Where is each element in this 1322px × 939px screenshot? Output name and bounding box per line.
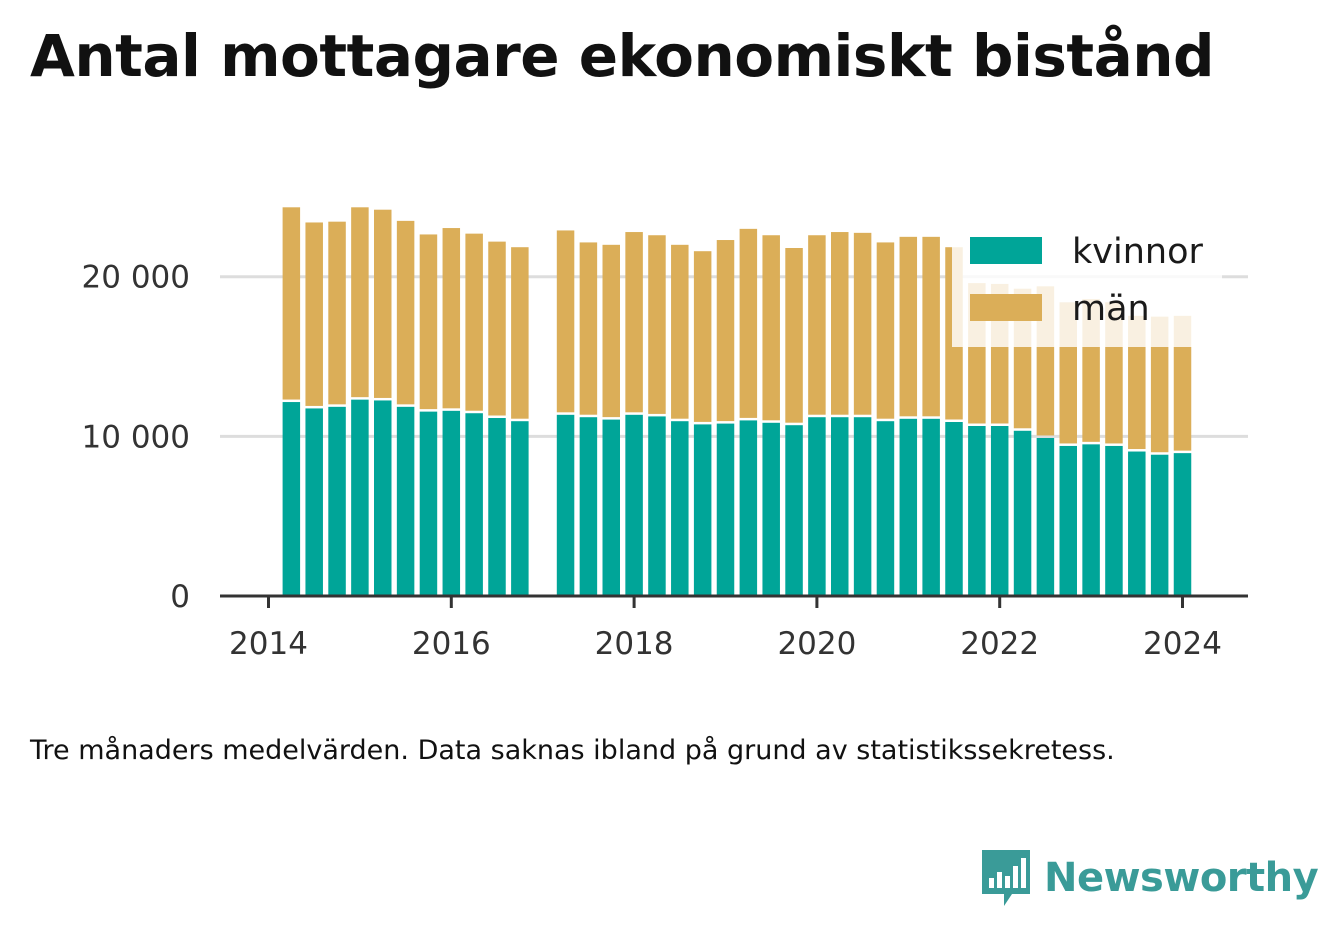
chart-title: Antal mottagare ekonomiskt bistånd — [30, 22, 1215, 90]
bar-man — [1173, 315, 1192, 451]
bar-kvinnor — [739, 420, 758, 596]
bar-kvinnor — [762, 422, 780, 596]
bar-man — [739, 228, 758, 418]
bar-kvinnor — [374, 400, 392, 596]
bar-man — [419, 234, 438, 410]
bar-kvinnor — [625, 414, 643, 596]
bar-man — [1150, 316, 1169, 453]
bar-kvinnor — [1036, 437, 1055, 596]
bars — [282, 207, 1192, 596]
stacked-bar-chart: kvinnor män 0 10 000 20 000 2014 2016 2018 202… — [82, 207, 1248, 662]
bar-man — [511, 247, 529, 419]
brand-logo: Newsworthy — [980, 848, 1319, 908]
bar-kvinnor — [945, 422, 963, 596]
y-tick-label: 20 000 — [82, 260, 190, 296]
x-tick-label: 2020 — [777, 626, 856, 662]
bar-man — [556, 230, 575, 413]
bar-kvinnor — [602, 419, 620, 596]
bar-man — [351, 207, 369, 398]
bar-kvinnor — [785, 425, 803, 596]
bar-kvinnor — [1082, 444, 1100, 596]
bar-kvinnor — [488, 418, 506, 596]
bar-kvinnor — [716, 423, 735, 596]
bar-kvinnor — [831, 417, 849, 596]
bar-kvinnor — [465, 413, 483, 596]
bar-man — [716, 240, 735, 422]
bar-man — [671, 244, 689, 419]
legend-label-man: män — [1072, 289, 1150, 329]
bar-kvinnor — [556, 414, 575, 596]
bar-man — [305, 222, 323, 406]
legend: kvinnor män — [952, 222, 1222, 347]
bar-kvinnor — [1150, 454, 1169, 596]
bar-kvinnor — [419, 411, 438, 596]
bar-kvinnor — [1128, 451, 1146, 596]
legend-swatch-man — [970, 294, 1042, 321]
bar-kvinnor — [579, 417, 598, 596]
bar-man — [282, 207, 301, 400]
bar-man — [808, 235, 826, 415]
bar-man — [1128, 315, 1146, 450]
bar-man — [625, 232, 643, 413]
bar-kvinnor — [693, 424, 712, 596]
bar-man — [693, 251, 712, 422]
bar-kvinnor — [328, 406, 346, 596]
bar-man — [876, 242, 895, 419]
bar-kvinnor — [853, 417, 872, 596]
bar-man — [899, 236, 918, 417]
bar-kvinnor — [876, 421, 895, 596]
bar-kvinnor — [671, 421, 689, 596]
y-tick-label: 10 000 — [82, 419, 190, 455]
bar-kvinnor — [396, 406, 415, 596]
bar-man — [442, 228, 461, 409]
bar-kvinnor — [511, 421, 529, 596]
x-tick-label: 2022 — [960, 626, 1039, 662]
bar-kvinnor — [648, 416, 666, 596]
axes: 0 10 000 20 000 2014 2016 2018 2020 2022 2024 — [82, 260, 1248, 662]
bar-man — [831, 232, 849, 415]
bar-man — [922, 236, 940, 417]
bar-kvinnor — [922, 418, 940, 596]
bar-man — [396, 220, 415, 405]
bar-kvinnor — [351, 399, 369, 596]
bar-man — [762, 235, 780, 421]
bar-kvinnor — [968, 425, 986, 596]
y-tick-label: 0 — [170, 579, 190, 615]
bar-kvinnor — [1105, 445, 1123, 596]
legend-label-kvinnor: kvinnor — [1072, 232, 1203, 272]
bar-kvinnor — [1059, 445, 1077, 596]
x-tick-label: 2024 — [1143, 626, 1222, 662]
brand-name: Newsworthy — [1044, 855, 1319, 901]
legend-swatch-kvinnor — [970, 237, 1042, 264]
x-tick-label: 2016 — [412, 626, 491, 662]
x-tick-label: 2014 — [229, 626, 308, 662]
bar-kvinnor — [1013, 430, 1032, 596]
bar-kvinnor — [808, 417, 826, 596]
bar-man — [374, 209, 392, 398]
bar-man — [648, 235, 666, 414]
bar-man — [853, 232, 872, 415]
x-tick-label: 2018 — [595, 626, 674, 662]
bar-kvinnor — [442, 410, 461, 596]
bar-kvinnor — [1173, 453, 1192, 596]
bar-man — [488, 241, 506, 416]
bar-kvinnor — [282, 402, 301, 596]
bar-kvinnor — [899, 418, 918, 596]
bar-man — [785, 248, 803, 423]
footnote: Tre månaders medelvärden. Data saknas ib… — [30, 735, 1115, 766]
bar-kvinnor — [990, 425, 1009, 596]
bar-man — [579, 242, 598, 415]
newsworthy-bar-chart-icon — [982, 850, 1030, 906]
bar-man — [602, 244, 620, 418]
bar-man — [328, 221, 346, 405]
bar-man — [465, 233, 483, 411]
bar-kvinnor — [305, 408, 323, 596]
